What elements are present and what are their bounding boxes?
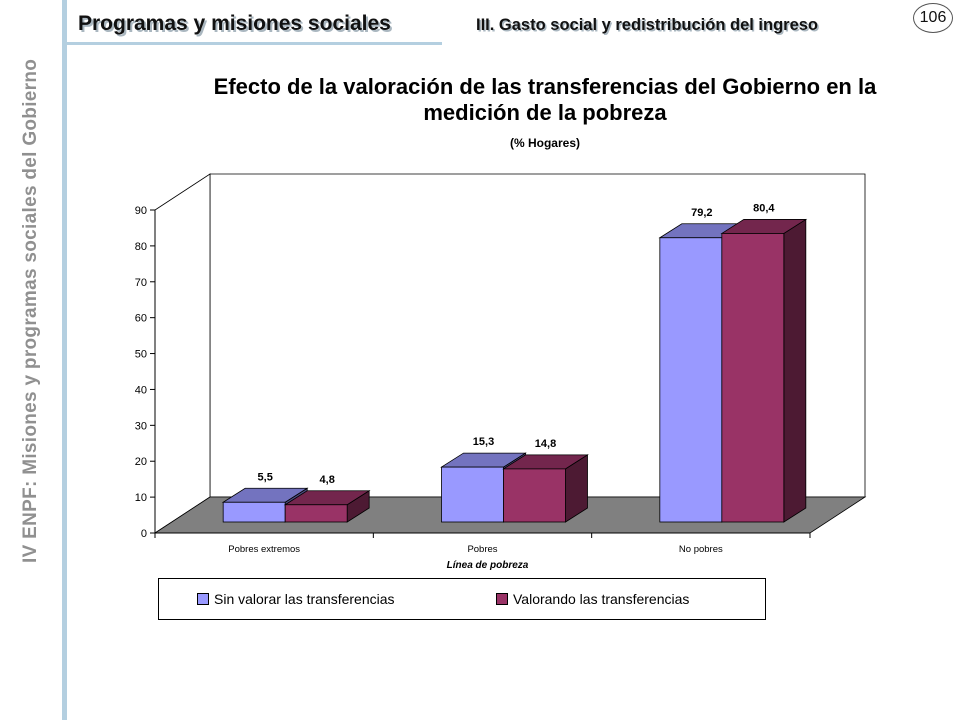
y-tick-label: 60 xyxy=(135,313,147,325)
y-tick-label: 70 xyxy=(135,277,147,289)
bar xyxy=(441,466,504,523)
data-label: 14,8 xyxy=(535,438,556,450)
bar-side xyxy=(783,218,807,523)
legend-item-1: Sin valorar las transferencias xyxy=(197,591,395,607)
chart-legend: Sin valorar las transferencias Valorando… xyxy=(158,578,766,620)
page-number-badge: 106 xyxy=(913,3,953,33)
data-label: 80,4 xyxy=(753,202,775,214)
data-label: 4,8 xyxy=(320,474,335,486)
chart-subtitle: (% Hogares) xyxy=(509,136,580,150)
bar xyxy=(659,237,723,523)
y-tick-label: 0 xyxy=(141,528,147,540)
x-category-label: No pobres xyxy=(679,544,723,555)
data-label: 15,3 xyxy=(473,436,494,448)
y-tick-label: 20 xyxy=(135,456,147,468)
x-axis-title: Línea de pobreza xyxy=(447,560,529,571)
legend-swatch-1 xyxy=(197,593,209,605)
legend-label-1: Sin valorar las transferencias xyxy=(214,591,395,607)
x-category-label: Pobres xyxy=(467,544,497,555)
x-category-label: Pobres extremos xyxy=(228,544,300,555)
bar xyxy=(284,504,348,523)
bar xyxy=(721,233,785,523)
y-tick-label: 90 xyxy=(135,205,147,217)
legend-label-2: Valorando las transferencias xyxy=(513,591,690,607)
bar xyxy=(222,501,286,523)
header-underline xyxy=(62,42,442,45)
legend-swatch-2 xyxy=(496,593,508,605)
side-accent-bar xyxy=(62,0,67,720)
y-tick-label: 40 xyxy=(135,384,147,396)
data-label: 79,2 xyxy=(691,207,712,219)
chart-side-wall xyxy=(154,173,211,534)
y-tick-label: 30 xyxy=(135,420,147,432)
y-tick-label: 50 xyxy=(135,349,147,361)
header-title: Programas y misiones sociales xyxy=(78,12,391,35)
header-section: III. Gasto social y redistribución del i… xyxy=(476,16,819,34)
y-tick-label: 80 xyxy=(135,241,147,253)
chart-title: Efecto de la valoración de las transfere… xyxy=(213,74,877,125)
bar xyxy=(503,468,566,523)
data-label: 5,5 xyxy=(258,471,273,483)
y-tick-label: 10 xyxy=(135,492,147,504)
legend-item-2: Valorando las transferencias xyxy=(496,591,689,607)
